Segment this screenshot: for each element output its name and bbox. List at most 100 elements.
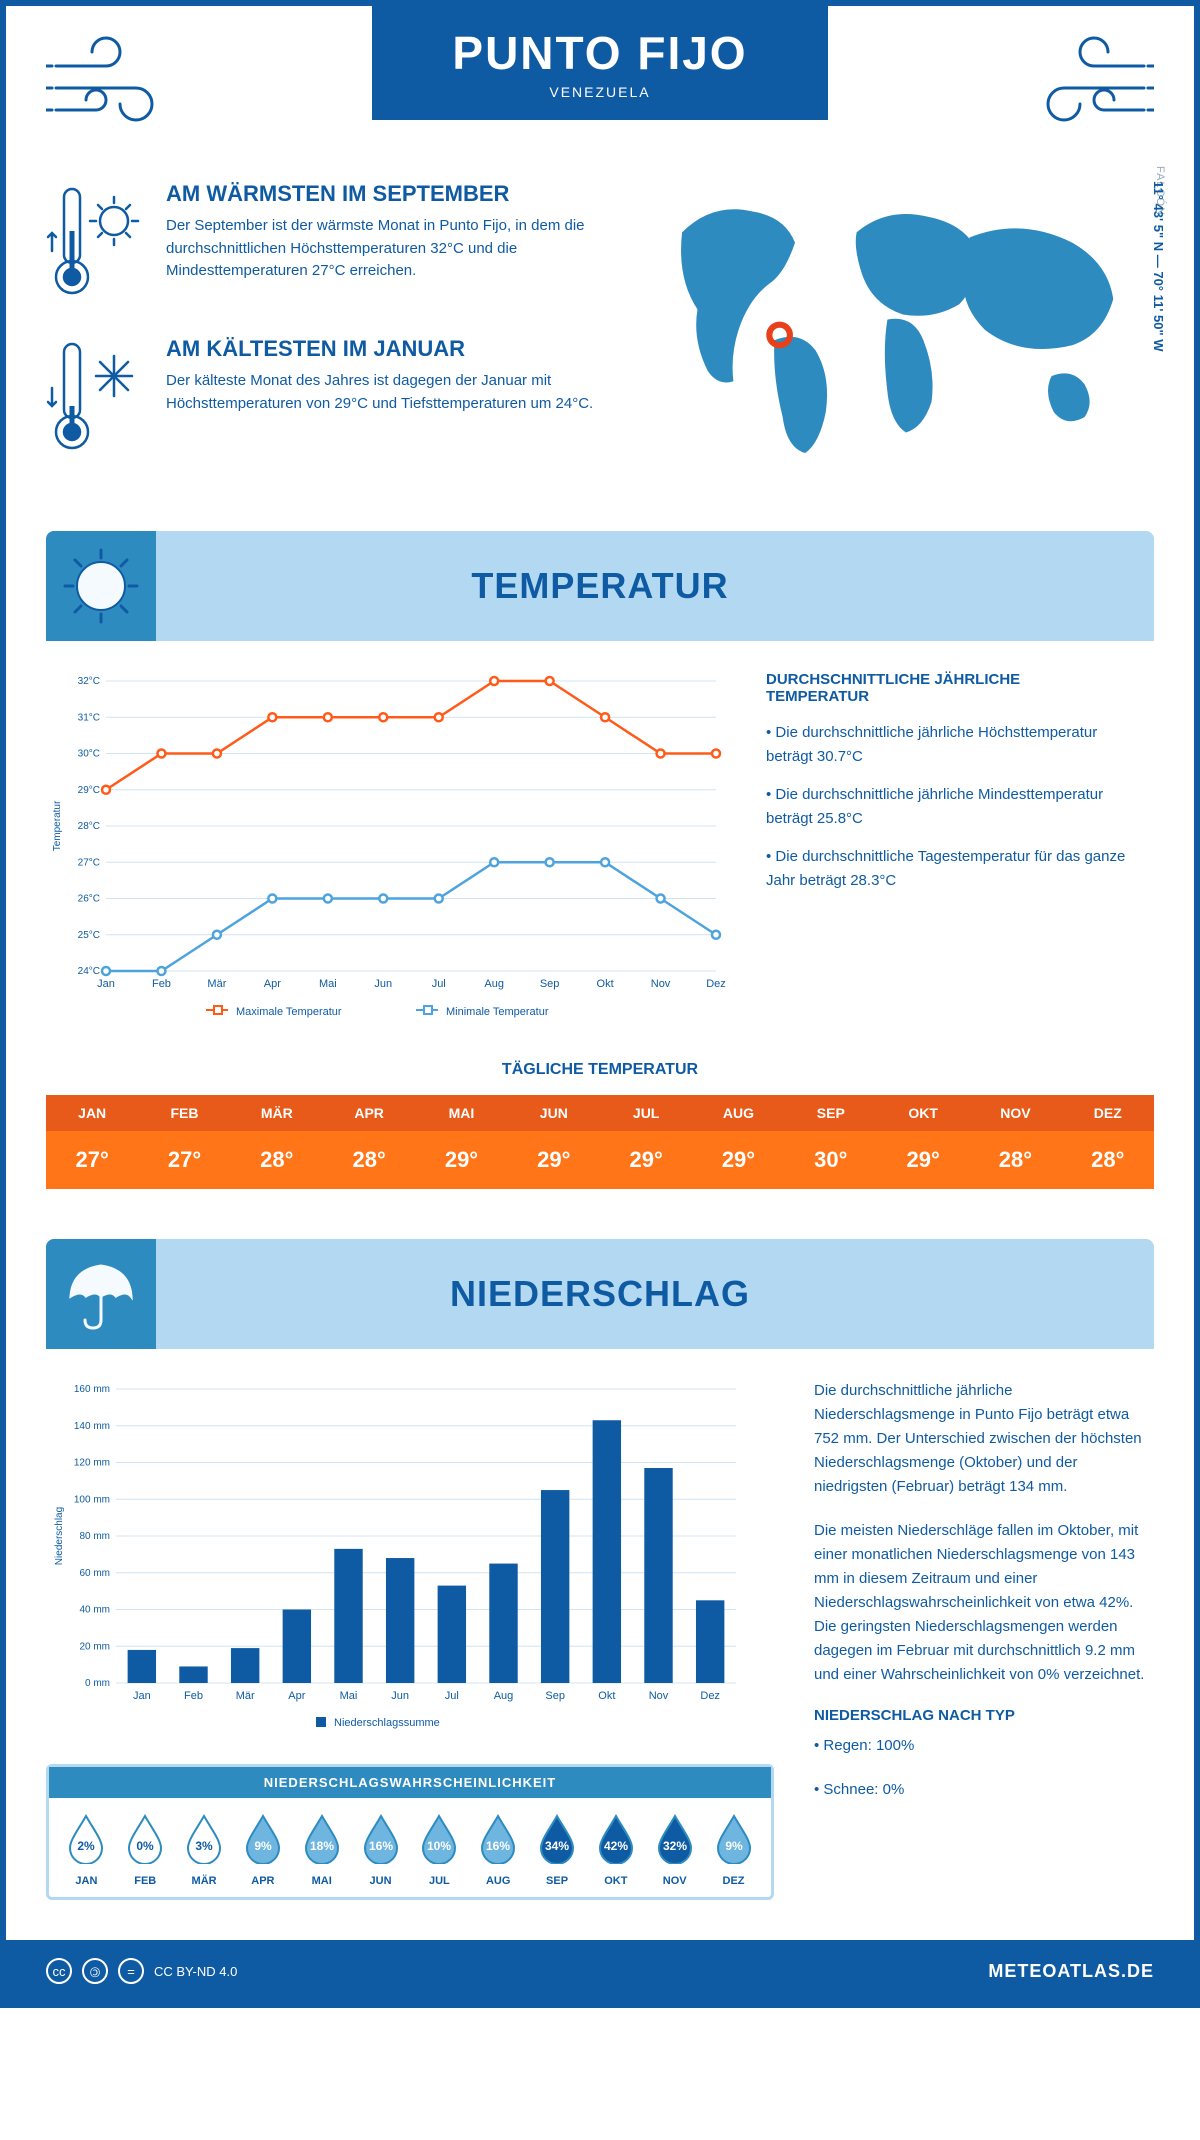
prob-cell: 34% SEP (528, 1812, 587, 1887)
intro-row: AM WÄRMSTEN IM SEPTEMBER Der September i… (46, 181, 1154, 491)
svg-text:27°C: 27°C (78, 857, 100, 868)
raindrop-icon: 2% (64, 1812, 108, 1864)
svg-text:32°C: 32°C (78, 676, 100, 687)
brand-text: METEOATLAS.DE (988, 1961, 1154, 1982)
svg-text:Aug: Aug (484, 978, 504, 990)
svg-text:34%: 34% (545, 1839, 569, 1853)
svg-text:80 mm: 80 mm (79, 1531, 110, 1542)
svg-text:30°C: 30°C (78, 749, 100, 760)
warmest-fact: AM WÄRMSTEN IM SEPTEMBER Der September i… (46, 181, 611, 306)
daily-month-header: JAN (46, 1095, 138, 1131)
daily-month-header: APR (323, 1095, 415, 1131)
svg-text:9%: 9% (725, 1839, 743, 1853)
by-icon: 🄯 (82, 1958, 108, 1984)
svg-text:24°C: 24°C (78, 966, 100, 977)
raindrop-icon: 0% (123, 1812, 167, 1864)
warmest-text: Der September ist der wärmste Monat in P… (166, 215, 611, 283)
svg-text:28°C: 28°C (78, 821, 100, 832)
temperature-banner: TEMPERATUR (46, 531, 1154, 641)
svg-text:Sep: Sep (545, 1690, 565, 1702)
temperature-line-chart: 24°C25°C26°C27°C28°C29°C30°C31°C32°CJanF… (46, 671, 726, 1031)
avg-temp-box: DURCHSCHNITTLICHE JÄHRLICHE TEMPERATUR •… (766, 671, 1126, 1031)
prob-cell: 0% FEB (116, 1812, 175, 1887)
svg-text:Aug: Aug (494, 1690, 514, 1702)
prob-cell: 9% APR (233, 1812, 292, 1887)
svg-text:Jul: Jul (432, 978, 446, 990)
precip-type1: • Regen: 100% (814, 1734, 1154, 1758)
prob-cell: 16% JUN (351, 1812, 410, 1887)
svg-text:Mär: Mär (207, 978, 226, 990)
svg-text:Apr: Apr (264, 978, 281, 990)
coldest-fact: AM KÄLTESTEN IM JANUAR Der kälteste Mona… (46, 336, 611, 461)
svg-text:9%: 9% (254, 1839, 272, 1853)
daily-temp-cell: 29° (877, 1131, 969, 1189)
svg-text:Mai: Mai (340, 1690, 358, 1702)
prob-cell: 10% JUL (410, 1812, 469, 1887)
svg-text:3%: 3% (195, 1839, 213, 1853)
raindrop-icon: 9% (241, 1812, 285, 1864)
svg-text:Niederschlag: Niederschlag (54, 1507, 65, 1565)
svg-text:Jun: Jun (374, 978, 392, 990)
raindrop-icon: 34% (535, 1812, 579, 1864)
wind-icon-left (46, 36, 186, 141)
avg-temp-title: DURCHSCHNITTLICHE JÄHRLICHE TEMPERATUR (766, 671, 1126, 705)
sun-icon (46, 531, 156, 641)
coldest-title: AM KÄLTESTEN IM JANUAR (166, 336, 611, 362)
daily-month-header: FEB (138, 1095, 230, 1131)
prob-cell: 32% NOV (645, 1812, 704, 1887)
daily-temp-cell: 28° (323, 1131, 415, 1189)
svg-text:25°C: 25°C (78, 930, 100, 941)
raindrop-icon: 42% (594, 1812, 638, 1864)
svg-text:2%: 2% (78, 1839, 96, 1853)
svg-text:Dez: Dez (700, 1690, 720, 1702)
svg-text:Jul: Jul (445, 1690, 459, 1702)
svg-text:Apr: Apr (288, 1690, 305, 1702)
svg-text:Mai: Mai (319, 978, 337, 990)
raindrop-icon: 3% (182, 1812, 226, 1864)
daily-month-header: MAI (415, 1095, 507, 1131)
daily-temp-table: JANFEBMÄRAPRMAIJUNJULAUGSEPOKTNOVDEZ 27°… (46, 1095, 1154, 1189)
thermometer-hot-icon (46, 181, 146, 306)
footer: cc 🄯 = CC BY-ND 4.0 METEOATLAS.DE (6, 1940, 1194, 2002)
svg-text:Minimale Temperatur: Minimale Temperatur (446, 1006, 549, 1018)
raindrop-icon: 16% (476, 1812, 520, 1864)
temperature-heading: TEMPERATUR (46, 565, 1154, 607)
cc-icon: cc (46, 1958, 72, 1984)
daily-month-header: MÄR (231, 1095, 323, 1131)
daily-temp-cell: 29° (415, 1131, 507, 1189)
daily-temp-cell: 29° (600, 1131, 692, 1189)
svg-text:160 mm: 160 mm (74, 1384, 110, 1395)
svg-text:42%: 42% (604, 1839, 628, 1853)
svg-text:Feb: Feb (184, 1690, 203, 1702)
svg-text:Temperatur: Temperatur (52, 800, 63, 851)
daily-temp-cell: 28° (1062, 1131, 1154, 1189)
svg-text:40 mm: 40 mm (79, 1605, 110, 1616)
svg-text:Jun: Jun (391, 1690, 409, 1702)
avg-temp-p1: • Die durchschnittliche jährliche Höchst… (766, 721, 1126, 769)
svg-text:Niederschlagssumme: Niederschlagssumme (334, 1717, 440, 1729)
svg-text:16%: 16% (486, 1839, 510, 1853)
precip-probability-box: NIEDERSCHLAGSWAHRSCHEINLICHKEIT 2% JAN 0… (46, 1764, 774, 1900)
daily-month-header: JUN (508, 1095, 600, 1131)
svg-text:16%: 16% (369, 1839, 393, 1853)
prob-cell: 16% AUG (469, 1812, 528, 1887)
coldest-text: Der kälteste Monat des Jahres ist dagege… (166, 370, 611, 415)
prob-cell: 18% MAI (292, 1812, 351, 1887)
precip-prob-title: NIEDERSCHLAGSWAHRSCHEINLICHKEIT (49, 1767, 771, 1798)
precipitation-bar-chart: 0 mm20 mm40 mm60 mm80 mm100 mm120 mm140 … (46, 1379, 746, 1739)
daily-month-header: OKT (877, 1095, 969, 1131)
svg-text:Nov: Nov (649, 1690, 669, 1702)
daily-temp-cell: 28° (969, 1131, 1061, 1189)
svg-text:Okt: Okt (598, 1690, 615, 1702)
precip-text: Die durchschnittliche jährliche Niedersc… (814, 1379, 1154, 1900)
svg-text:10%: 10% (427, 1839, 451, 1853)
svg-text:32%: 32% (663, 1839, 687, 1853)
raindrop-icon: 9% (712, 1812, 756, 1864)
svg-text:120 mm: 120 mm (74, 1458, 110, 1469)
daily-temp-cell: 30° (785, 1131, 877, 1189)
svg-text:Jan: Jan (97, 978, 115, 990)
precip-type2: • Schnee: 0% (814, 1778, 1154, 1802)
svg-text:31°C: 31°C (78, 712, 100, 723)
prob-cell: 9% DEZ (704, 1812, 763, 1887)
daily-temp-cell: 27° (46, 1131, 138, 1189)
